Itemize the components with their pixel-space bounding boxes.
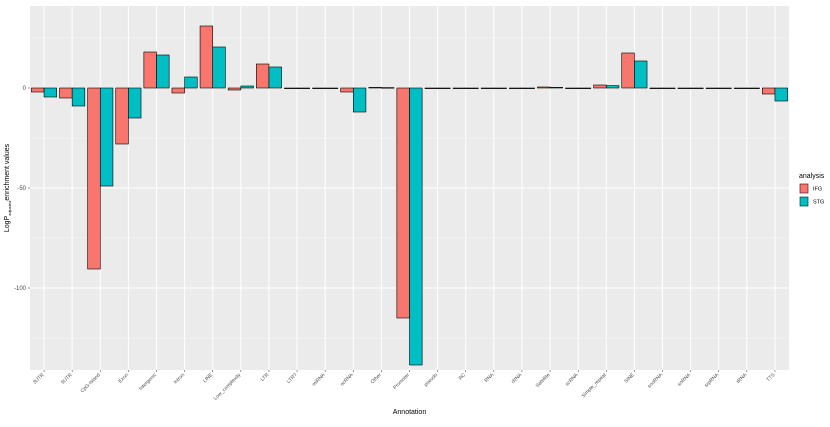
bar-ifg-rc [452, 87, 467, 89]
y-axis-title-sub: adjusted [7, 201, 12, 216]
y-tick-label: -100 [14, 286, 27, 292]
y-axis-title-rest: enrichment values [4, 143, 11, 200]
x-tick-label: tRNA [736, 372, 749, 385]
legend-items: IFG STG [799, 183, 824, 207]
bar-ifg-srprna [705, 87, 720, 89]
x-tick-label: ncRNA [339, 372, 355, 388]
y-axis-title-main: LogP [4, 215, 11, 232]
bar-stg-scrna [577, 87, 592, 89]
x-tick-label: Simple_repeat [581, 372, 608, 399]
bar-stg-ltr [268, 66, 282, 89]
x-tick-label: Intron [173, 372, 186, 385]
x-tick-label: 5UTR [60, 372, 74, 386]
bar-ifg-ncrna [340, 87, 354, 93]
bar-stg-srprna [718, 87, 732, 89]
bar-ifg-ltr [255, 63, 270, 89]
bar-ifg-trna [733, 87, 748, 89]
bar-stg-intron [184, 76, 198, 89]
bar-stg-exon [128, 87, 142, 119]
bar-stg-3utr [43, 87, 58, 98]
bar-ifg-3utr [31, 87, 45, 93]
bar-stg-mirna [324, 87, 339, 89]
legend-swatch-ifg [799, 183, 809, 194]
x-tick-label: TTS [765, 372, 776, 383]
bar-ifg-5utr [59, 87, 73, 99]
x-tick-label: Low_complexity [213, 372, 243, 402]
bar-stg-simple-repeat [605, 85, 620, 89]
bar-ifg-simple-repeat [593, 84, 607, 89]
bar-stg-snorna [662, 87, 676, 89]
bar-stg-rrna [521, 87, 535, 89]
bar-ifg-rna [480, 87, 495, 89]
bar-stg-tts [774, 87, 788, 102]
bar-stg-other [381, 87, 395, 89]
x-tick-label: LTR? [286, 372, 299, 385]
bar-ifg-promoter [396, 87, 410, 319]
y-axis-title: LogPadjustedenrichment values [4, 143, 12, 232]
bar-stg-ltr- [296, 87, 311, 89]
bar-ifg-tts [761, 87, 776, 95]
x-tick-label: Promoter [392, 372, 411, 391]
legend-label-stg: STG [813, 200, 824, 206]
legend-title: analysis [799, 173, 825, 180]
x-tick-label: CpG-Island [80, 372, 102, 394]
bar-ifg-line [199, 25, 214, 89]
bar-stg-5utr [71, 87, 86, 107]
bar-ifg-sine [621, 52, 635, 89]
x-tick-label: srpRNA [704, 372, 721, 389]
x-tick-label: RNA [484, 372, 496, 384]
bar-stg-ncrna [352, 87, 367, 113]
bar-stg-sine [634, 60, 648, 89]
bar-ifg-satellite [537, 86, 551, 89]
x-tick-label: Other [370, 372, 383, 385]
x-tick-label: 3UTR [32, 372, 46, 386]
bar-ifg-snorna [649, 87, 663, 89]
x-tick-label: LINE [202, 372, 215, 385]
bar-ifg-low-complexity [227, 87, 242, 91]
x-tick-label: snoRNA [647, 372, 665, 390]
bar-stg-pseudo [437, 87, 451, 89]
bar-ifg-exon [115, 87, 129, 145]
bar-ifg-ltr- [284, 87, 298, 89]
x-tick-label: snRNA [677, 372, 693, 388]
x-tick-label: SINE [623, 372, 636, 385]
x-tick-label: scRNA [564, 372, 580, 388]
x-tick-label: Exon [117, 372, 129, 384]
bar-ifg-snrna [677, 87, 691, 89]
bar-ifg-pseudo [424, 87, 438, 89]
bar-ifg-other [368, 87, 382, 89]
bar-ifg-rrna [508, 87, 523, 89]
x-tick-label: RC [458, 372, 468, 382]
x-tick-label: Intergenic [138, 372, 158, 392]
legend: analysis IFG STG [799, 173, 825, 207]
y-tick-label: 0 [23, 86, 27, 92]
bar-stg-satellite [549, 87, 564, 89]
bar-layer [31, 25, 788, 366]
bar-ifg-intron [171, 87, 185, 94]
bar-stg-cpg-island [99, 87, 114, 187]
legend-label-ifg: IFG [813, 187, 822, 193]
bar-stg-rc [465, 87, 479, 89]
y-tick-label: -50 [17, 186, 26, 192]
x-tick-label: miRNA [311, 372, 327, 388]
x-axis-title: Annotation [393, 409, 427, 416]
bar-ifg-mirna [312, 87, 326, 89]
bar-ifg-cpg-island [87, 87, 101, 270]
legend-swatch-stg [799, 196, 809, 207]
x-tick-label: Satellite [535, 372, 552, 389]
bar-stg-low-complexity [240, 85, 254, 89]
bar-stg-promoter [409, 87, 423, 366]
bar-stg-rna [493, 87, 507, 89]
bar-stg-trna [746, 87, 760, 89]
x-tick-label: LTR [260, 372, 271, 383]
bar-stg-intergenic [156, 54, 170, 89]
bar-stg-snrna [690, 87, 704, 89]
bar-stg-line [212, 46, 226, 89]
x-tick-label: rRNA [510, 372, 523, 385]
x-tick-label: pseudo [423, 372, 439, 388]
bar-ifg-scrna [565, 87, 579, 89]
bar-ifg-intergenic [143, 51, 157, 89]
